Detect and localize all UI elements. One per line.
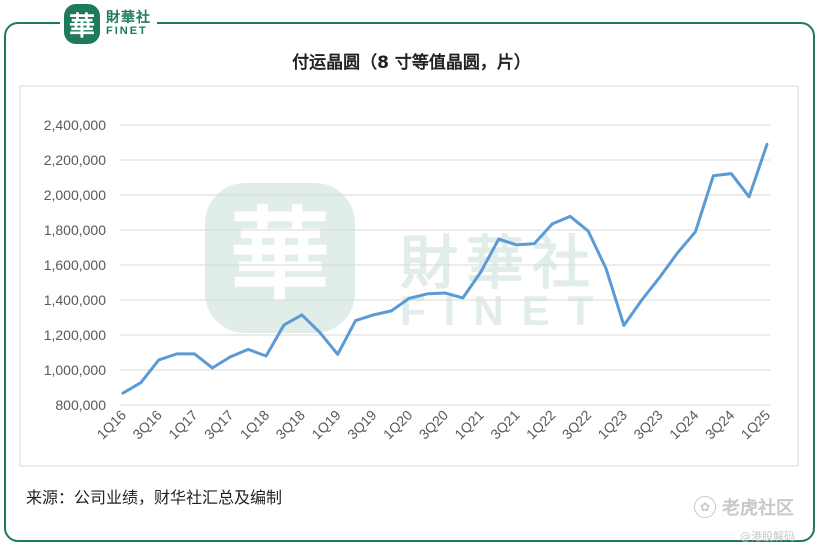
data-point: [586, 229, 590, 233]
data-point: [247, 348, 250, 351]
y-tick-label: 1,800,000: [44, 222, 106, 238]
data-point: [604, 267, 608, 270]
x-tick-label: 1Q17: [165, 407, 201, 443]
x-tick-label: 3Q23: [630, 407, 666, 443]
data-point: [622, 324, 626, 327]
y-axis: 800,000 1,000,000 1,200,000 1,400,000 1,600,…: [44, 117, 107, 413]
grid-lines: [120, 124, 770, 406]
y-tick-label: 800,000: [55, 397, 106, 413]
y-tick-label: 1,200,000: [44, 327, 106, 343]
data-point: [551, 222, 554, 226]
corner-watermark-text: 老虎社区: [722, 498, 794, 519]
brand-name-en: FINET: [106, 24, 148, 37]
x-tick-label: 1Q25: [738, 407, 774, 443]
data-point: [157, 358, 160, 362]
x-tick-label: 1Q22: [523, 407, 559, 443]
y-tick-label: 1,000,000: [44, 362, 106, 378]
x-tick-label: 3Q18: [272, 407, 308, 443]
x-tick-label: 1Q21: [451, 407, 487, 443]
data-point: [640, 298, 643, 302]
x-tick-label: 3Q20: [416, 407, 452, 443]
y-tick-label: 2,000,000: [44, 187, 106, 203]
x-tick-label: 1Q19: [308, 407, 344, 443]
data-point: [497, 237, 500, 241]
data-point: [658, 276, 661, 279]
x-tick-label: 3Q19: [344, 407, 380, 443]
x-tick-label: 1Q20: [380, 407, 416, 443]
watermark-badge-shape: [205, 183, 355, 333]
data-point: [390, 309, 393, 313]
data-point: [765, 143, 769, 146]
data-point: [533, 242, 536, 245]
data-point: [264, 354, 268, 358]
corner-watermark: ✿ 老虎社区: [694, 494, 794, 520]
paw-icon: ✿: [694, 496, 716, 518]
brand-logo: 華 財華社 FINET: [60, 2, 157, 46]
data-point: [175, 352, 178, 356]
data-point: [372, 313, 375, 317]
x-tick-label: 3Q24: [702, 407, 738, 443]
data-point: [282, 323, 286, 327]
data-point: [354, 319, 357, 322]
x-tick-label: 1Q23: [594, 407, 630, 443]
chart-frame: [4, 22, 815, 542]
source-note: 来源：公司业绩，财华社汇总及编制: [26, 488, 283, 507]
x-tick-label: 3Q22: [559, 407, 595, 443]
watermark-name-cn: 財華社: [400, 229, 598, 297]
x-tick-label: 1Q24: [666, 407, 702, 443]
x-tick-label: 3Q16: [129, 407, 165, 443]
plot-area-border: [19, 85, 799, 467]
data-point: [443, 291, 447, 295]
brand-name-cn: 財華社: [106, 9, 151, 26]
y-tick-label: 1,400,000: [44, 292, 106, 308]
data-point: [479, 270, 482, 274]
data-point: [569, 215, 572, 218]
watermark: 華 財華社 FINET: [205, 183, 598, 334]
watermark-badge: 華: [230, 196, 330, 314]
data-point: [193, 352, 196, 356]
data-point: [676, 251, 679, 254]
x-tick-label: 3Q17: [201, 407, 237, 443]
data-point: [747, 195, 751, 198]
data-point: [318, 331, 321, 334]
data-point: [211, 366, 214, 370]
data-point: [300, 313, 304, 317]
data-point: [694, 230, 697, 233]
data-point: [336, 353, 339, 356]
x-tick-label: 1Q18: [237, 407, 273, 443]
data-point: [712, 174, 715, 177]
data-point: [121, 391, 125, 395]
chart-title: 付运晶圆（8 寸等值晶圆，片）: [292, 53, 531, 73]
y-tick-label: 2,400,000: [44, 117, 106, 133]
data-point: [461, 296, 465, 300]
corner-watermark-sub: @港股解码: [740, 530, 795, 543]
x-axis: 1Q16 3Q16 1Q17 3Q17 1Q18 3Q18 1Q19 3Q19 1Q20 3Q20…: [94, 407, 774, 443]
data-point: [425, 292, 429, 296]
data-point: [408, 297, 411, 300]
brand-badge: 華: [64, 4, 100, 44]
y-tick-label: 2,200,000: [44, 152, 106, 168]
series-layer: [121, 142, 769, 395]
data-point: [139, 381, 143, 384]
data-point: [229, 355, 232, 359]
y-tick-label: 1,600,000: [44, 257, 106, 273]
data-point: [730, 172, 733, 175]
x-tick-label: 3Q21: [487, 407, 523, 443]
brand-text: 財華社 FINET: [106, 11, 151, 37]
data-point: [515, 243, 518, 247]
